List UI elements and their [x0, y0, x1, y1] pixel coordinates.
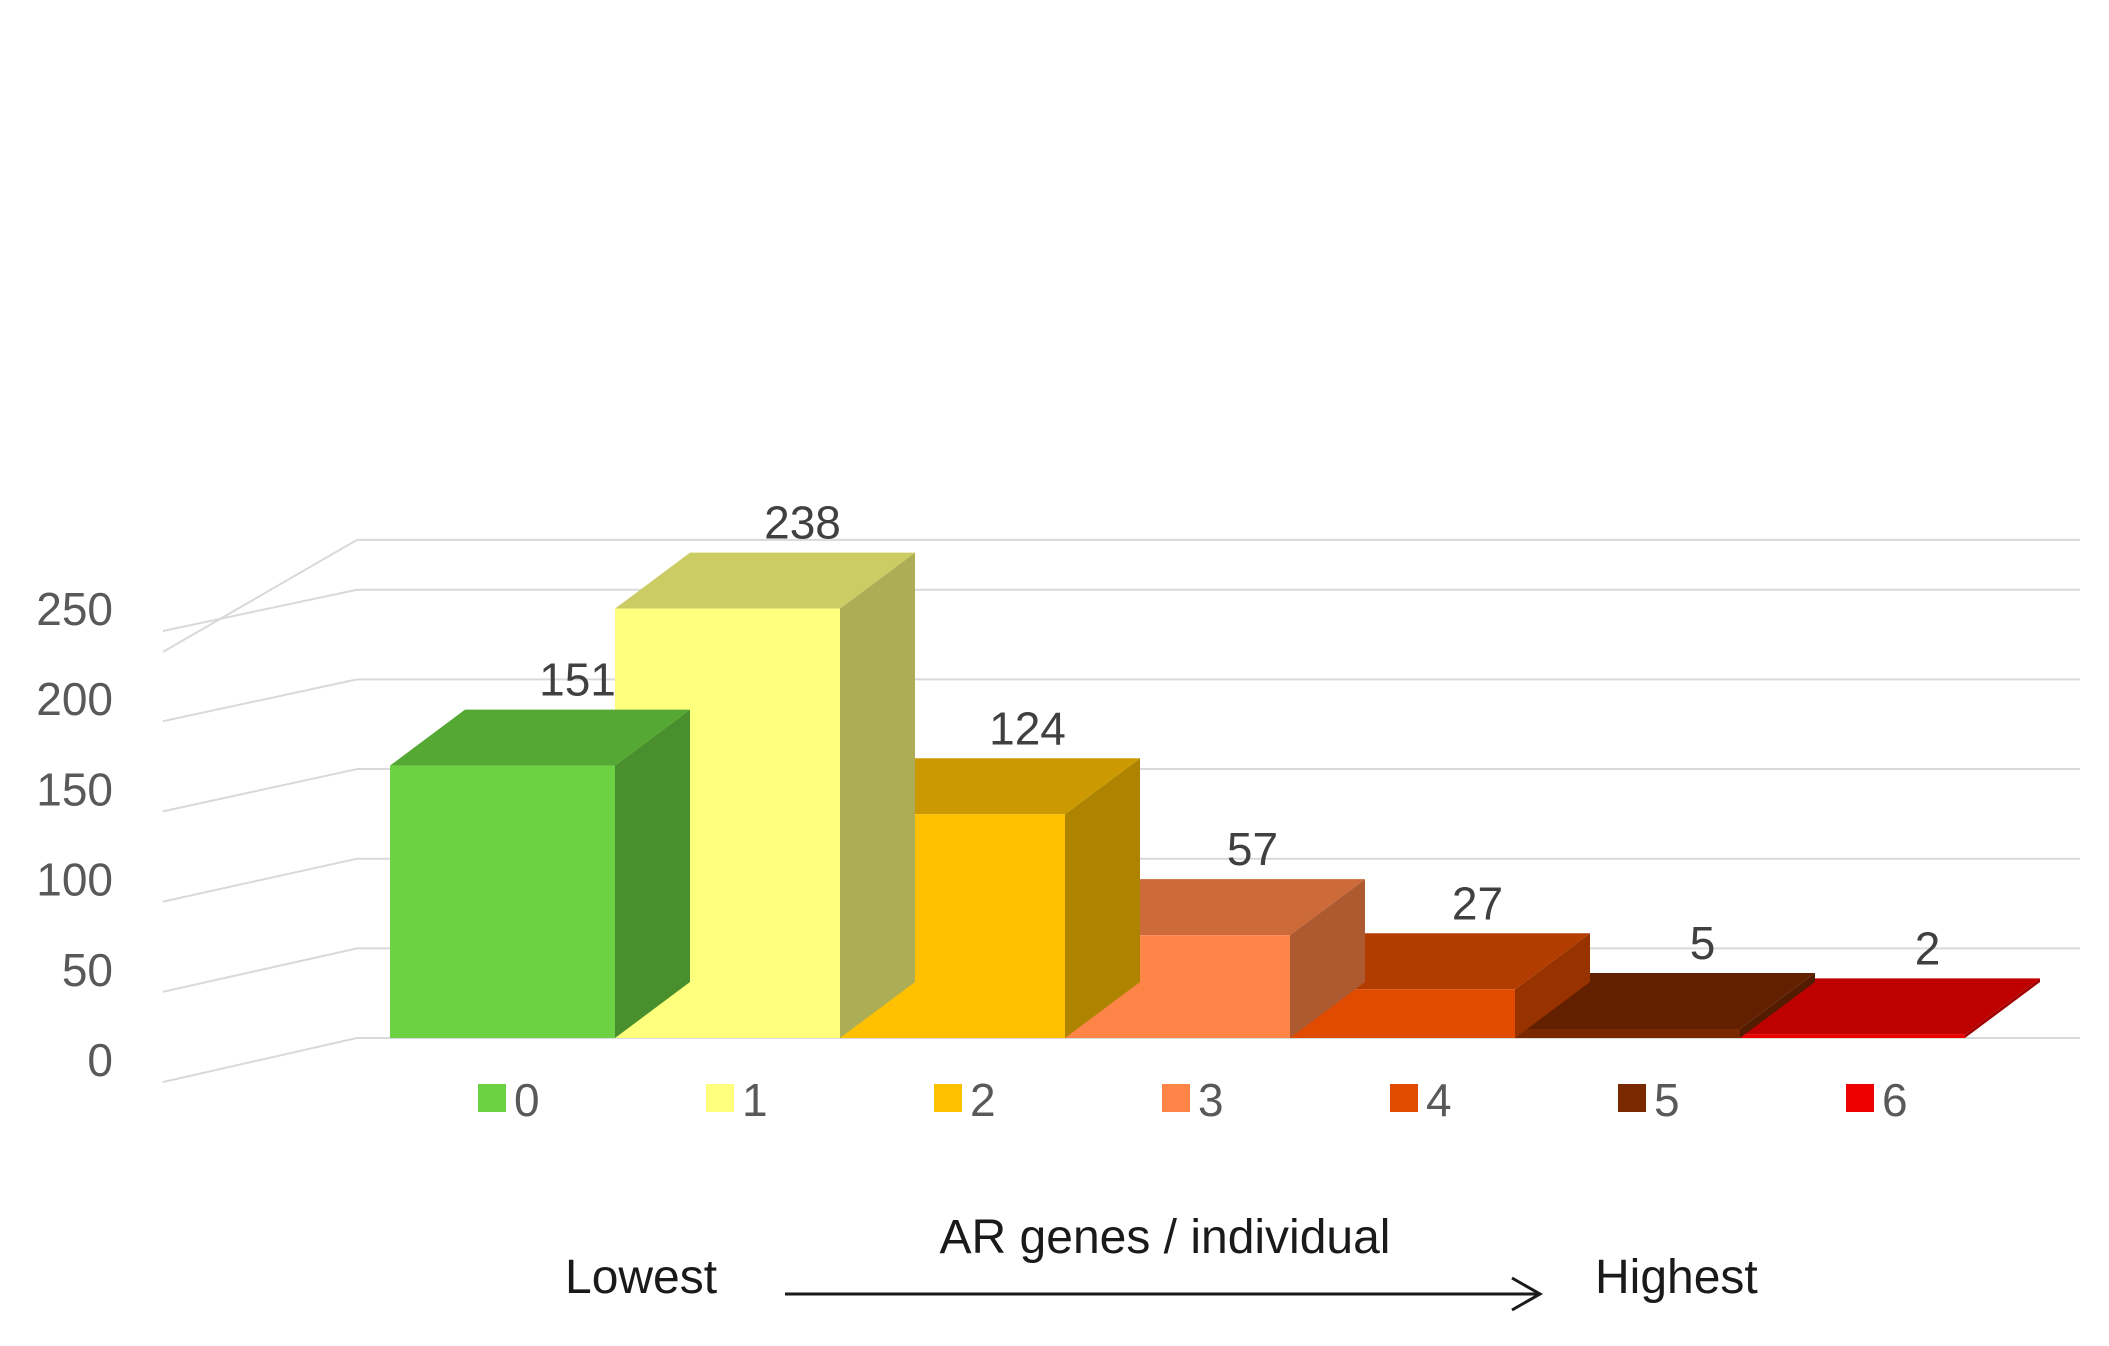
- legend-label: 6: [1882, 1074, 1908, 1126]
- data-label-2: 124: [989, 702, 1066, 754]
- bar-side: [840, 552, 915, 1038]
- bar-top: [390, 709, 690, 766]
- bar-side: [1965, 978, 2040, 1038]
- y-axis: 0 50 100 150 200 250: [36, 583, 113, 1086]
- y-tick-label: 100: [36, 854, 113, 906]
- data-label-1: 238: [764, 497, 841, 549]
- bar-top: [1740, 978, 2040, 1035]
- legend-item-0: 0: [478, 1074, 540, 1126]
- gridline-diagonal: [162, 1037, 358, 1083]
- bar-side: [1290, 879, 1365, 1038]
- data-label-5: 5: [1690, 917, 1716, 969]
- data-label-0: 151: [539, 654, 616, 706]
- legend-swatch: [1390, 1084, 1418, 1112]
- bar-top: [1515, 972, 1815, 1029]
- legend-swatch: [1846, 1084, 1874, 1112]
- legend-item-4: 4: [1390, 1074, 1452, 1126]
- bar-front: [390, 765, 615, 1038]
- data-label-4: 27: [1452, 877, 1503, 929]
- bar-1: [615, 552, 915, 1038]
- y-tick-label: 50: [62, 944, 113, 996]
- bar-side: [1740, 972, 1815, 1038]
- gridline-diagonal: [162, 947, 358, 993]
- legend-swatch: [1162, 1084, 1190, 1112]
- legend-label: 1: [742, 1074, 768, 1126]
- gridline-diagonal: [162, 768, 358, 813]
- x-axis-highest-label: Highest: [1595, 1251, 1758, 1304]
- legend-label: 0: [514, 1074, 540, 1126]
- legend-swatch: [934, 1084, 962, 1112]
- bar-side: [1515, 933, 1590, 1038]
- legend-label: 3: [1198, 1074, 1224, 1126]
- legend-label: 5: [1654, 1074, 1680, 1126]
- legend-item-1: 1: [706, 1074, 768, 1126]
- x-axis-title: AR genes / individual: [940, 1211, 1391, 1264]
- data-labels: 151 238 124 57 27 5 2: [539, 497, 1940, 975]
- bar-front: [1740, 1034, 1965, 1038]
- legend: 0 1 2 3 4 5 6: [478, 1074, 1908, 1126]
- y-tick-label: 250: [36, 583, 113, 635]
- x-axis-lowest-label: Lowest: [565, 1251, 717, 1304]
- gridline-diagonal: [162, 539, 358, 653]
- data-label-3: 57: [1227, 823, 1278, 875]
- legend-swatch: [478, 1084, 506, 1112]
- gridline-diagonal: [162, 588, 358, 632]
- legend-item-5: 5: [1618, 1074, 1680, 1126]
- legend-item-2: 2: [934, 1074, 996, 1126]
- bar-top: [615, 552, 915, 609]
- legend-label: 2: [970, 1074, 996, 1126]
- legend-item-3: 3: [1162, 1074, 1224, 1126]
- legend-swatch: [1618, 1084, 1646, 1112]
- bars: [390, 552, 2040, 1038]
- direction-arrow: [785, 1276, 1544, 1312]
- data-label-6: 2: [1915, 922, 1941, 974]
- bar-front: [1515, 1028, 1740, 1038]
- legend-swatch: [706, 1084, 734, 1112]
- y-tick-label: 0: [87, 1034, 113, 1086]
- gridline-diagonal: [162, 857, 358, 903]
- gridline-diagonal: [162, 678, 358, 723]
- bar-side: [1065, 758, 1140, 1038]
- bar-5: [1515, 972, 1815, 1038]
- bar-side: [615, 709, 690, 1038]
- bar-6: [1740, 978, 2040, 1038]
- legend-item-6: 6: [1846, 1074, 1908, 1126]
- y-tick-label: 150: [36, 763, 113, 815]
- bar-0: [390, 709, 690, 1038]
- y-tick-label: 200: [36, 673, 113, 725]
- legend-label: 4: [1426, 1074, 1452, 1126]
